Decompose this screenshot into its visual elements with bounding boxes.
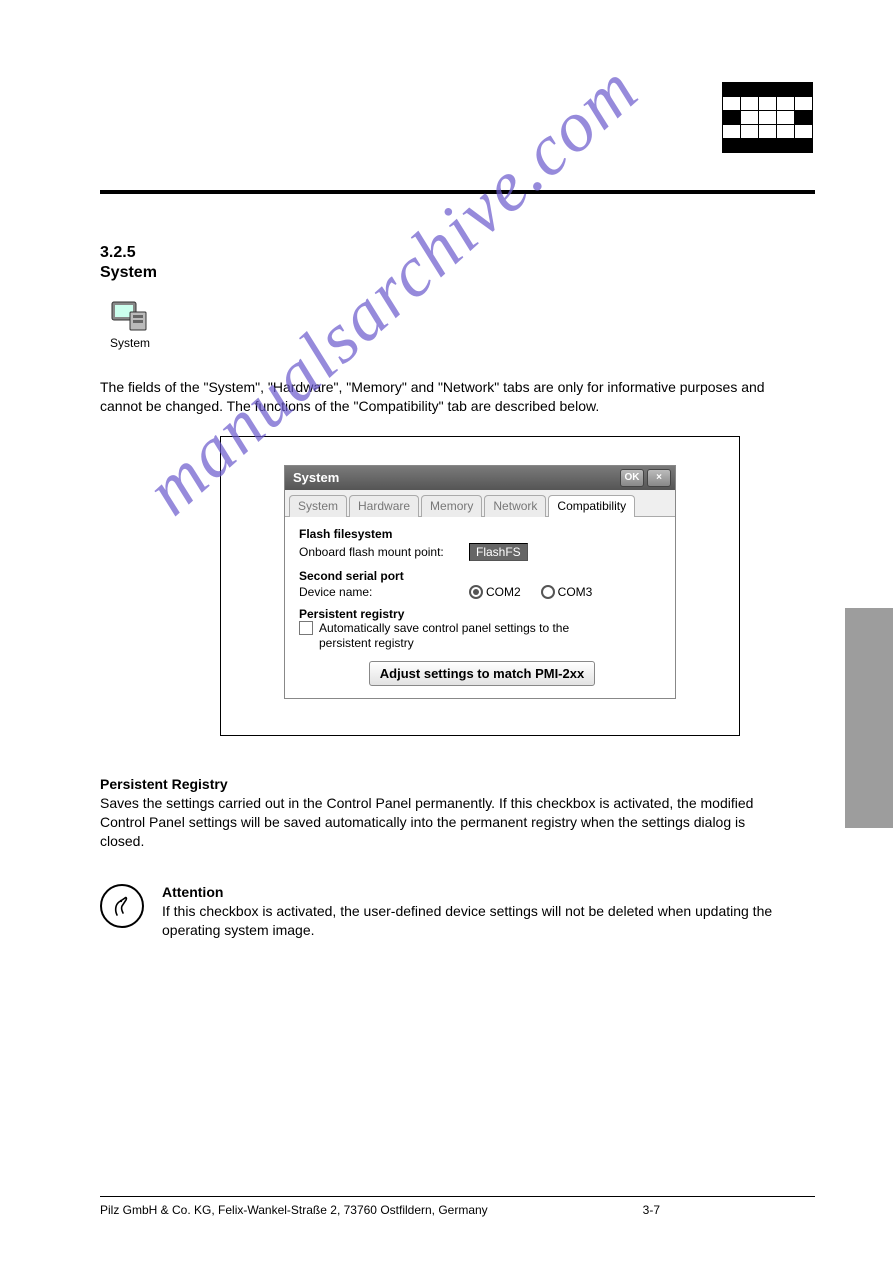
attention-icon — [100, 884, 144, 928]
persistent-registry-checkbox[interactable] — [299, 621, 313, 635]
footer-page-number: 3-7 — [643, 1203, 660, 1217]
adjust-settings-button[interactable]: Adjust settings to match PMI-2xx — [369, 661, 595, 686]
radio-com3-label: COM3 — [558, 585, 593, 599]
tab-body: Flash filesystem Onboard flash mount poi… — [285, 517, 675, 698]
intro-paragraph: The fields of the "System", "Hardware", … — [100, 378, 780, 416]
tab-network[interactable]: Network — [484, 495, 546, 517]
section-number: 3.2.5 — [100, 244, 815, 262]
ok-button[interactable]: OK — [620, 469, 644, 487]
flash-mount-value[interactable]: FlashFS — [469, 543, 528, 561]
header-rule — [100, 190, 815, 194]
attention-label: Attention — [162, 884, 815, 900]
persistent-registry-info-body: Saves the settings carried out in the Co… — [100, 794, 780, 851]
page-footer: Pilz GmbH & Co. KG, Felix-Wankel-Straße … — [100, 1196, 815, 1217]
tab-system[interactable]: System — [289, 495, 347, 517]
second-serial-label: Second serial port — [299, 569, 665, 583]
system-dialog: System OK × System Hardware Memory Netwo… — [284, 465, 676, 699]
chapter-side-tab — [845, 608, 893, 828]
attention-body: If this checkbox is activated, the user-… — [162, 902, 815, 940]
section-title: System — [100, 264, 815, 282]
tab-hardware[interactable]: Hardware — [349, 495, 419, 517]
close-button[interactable]: × — [647, 469, 671, 487]
radio-com2[interactable] — [469, 585, 483, 599]
tab-strip: System Hardware Memory Network Compatibi… — [285, 490, 675, 517]
radio-com3[interactable] — [541, 585, 555, 599]
system-icon — [110, 298, 150, 334]
persistent-registry-checkbox-text: Automatically save control panel setting… — [319, 621, 619, 651]
dialog-titlebar: System OK × — [285, 466, 675, 490]
tab-compatibility[interactable]: Compatibility — [548, 495, 635, 517]
system-icon-block: System — [100, 298, 160, 350]
tab-memory[interactable]: Memory — [421, 495, 482, 517]
persistent-registry-label: Persistent registry — [299, 607, 665, 621]
flash-mount-label: Onboard flash mount point: — [299, 545, 469, 559]
radio-com2-label: COM2 — [486, 585, 521, 599]
device-name-label: Device name: — [299, 585, 469, 599]
system-icon-caption: System — [100, 336, 160, 350]
footer-left: Pilz GmbH & Co. KG, Felix-Wankel-Straße … — [100, 1203, 488, 1217]
dialog-screenshot-frame: System OK × System Hardware Memory Netwo… — [220, 436, 740, 736]
flash-filesystem-label: Flash filesystem — [299, 527, 665, 541]
dialog-title: System — [293, 470, 339, 485]
persistent-registry-info-title: Persistent Registry — [100, 776, 780, 792]
brand-logo-grid — [722, 82, 813, 153]
